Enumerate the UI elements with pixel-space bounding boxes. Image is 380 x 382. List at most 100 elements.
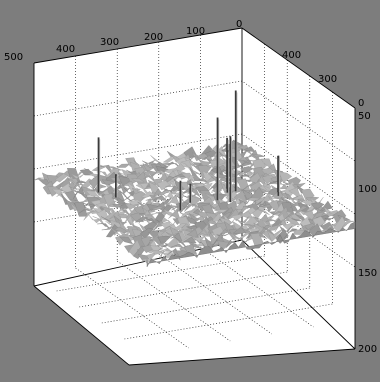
surface-patch [124,203,139,211]
surface-patch [251,153,265,158]
surface-patch [111,202,126,209]
surface-patch [234,156,249,164]
surface-patch [246,197,261,202]
surface-patch [177,223,192,232]
surface-patch [217,240,231,252]
box-edge-bottom-front-right [128,348,356,366]
surface-patch [184,209,198,213]
surface-patch [283,228,297,239]
surface-patch [242,199,257,209]
surface-patch [165,232,179,237]
surface-patch [155,165,170,175]
surface-patch [154,195,168,201]
surface [33,139,356,268]
surface-patch [192,242,206,253]
surface-patch [202,170,217,185]
surface-patch [85,190,100,197]
grid-line [158,253,272,335]
surface-patch [269,211,283,219]
grid-line [117,260,231,342]
grid-line [75,267,189,349]
surface-patch [289,200,304,209]
surface-patch [158,247,173,258]
surface-patch [166,194,181,206]
y-tick-label: 400 [282,50,301,61]
surface-patch [237,231,251,240]
surface-patch [116,163,131,168]
box-edge-bottom-back-right [241,239,356,350]
surface-patch [203,177,217,185]
surface-patch [171,243,185,249]
grid-line [56,255,265,292]
x-tick-label: 0 [236,19,242,30]
surface-patch [236,216,250,225]
x-tick-label: 200 [144,32,163,43]
surface-patch [101,179,116,186]
grid-line [124,303,333,340]
z-tick-label: 100 [358,184,377,195]
surface-patch [224,228,238,242]
surface-patch [247,149,261,162]
surface-patch [64,190,79,202]
surface-patch [130,178,146,183]
surface-patch [74,201,88,217]
surface-patch [182,236,197,244]
surface-patch [180,172,195,183]
surface-patch [156,180,171,191]
spikes [97,90,281,211]
surface-patch [266,229,281,243]
surface-patch [147,211,161,216]
z-tick-label: 150 [358,268,377,279]
box-edge-top-left [33,27,243,64]
floor-pane [34,240,355,365]
surface-patch [97,223,111,230]
x-tick-label: 300 [100,37,119,48]
surface-patch [239,160,253,167]
surface-patch [185,163,199,175]
surface-patch [188,158,203,167]
surface-patch [54,173,69,183]
surface-patch [149,234,163,248]
surface-patch [310,202,325,211]
surface-patch [225,239,239,249]
surface-edge [146,221,356,268]
x-tick-label: 100 [186,26,205,37]
box-edge-top-right [241,27,356,109]
grid-line [101,287,310,324]
surface-patch [105,224,120,238]
surface-patch [134,216,149,223]
surface-patch [173,223,187,231]
surface-patch [83,210,97,221]
surface-patch [119,236,134,245]
surface-patch [256,208,270,216]
surface-patch [258,224,272,236]
y-tick-label: 0 [358,98,364,109]
surface-patch [241,146,257,153]
surface-patch [150,249,165,255]
surface-patch [47,186,61,197]
surface-patch [195,229,209,238]
z-tick-label: 200 [358,344,377,355]
surface-patch [109,210,123,223]
surface-patch [150,206,164,211]
z-tick-label: 50 [358,111,371,122]
surface-patch [152,188,167,198]
x-tick-label: 400 [56,44,75,55]
surface-patch [227,208,241,221]
surface-patch [214,209,229,213]
surface-patch [239,211,254,219]
x-tick-label: 500 [4,52,23,63]
surface-patch [191,236,205,243]
surface-patch [122,215,136,228]
surface-patch [233,234,247,243]
y-tick-label: 300 [318,74,337,85]
surface-patch [111,190,125,202]
box-edge-bottom-front-left [33,285,130,366]
surface-patch [320,212,334,217]
surface-patch [157,190,172,196]
surface-patch [341,220,356,228]
surface-patch [318,200,333,213]
surface-patch [278,171,293,184]
surface-patch [184,204,198,212]
